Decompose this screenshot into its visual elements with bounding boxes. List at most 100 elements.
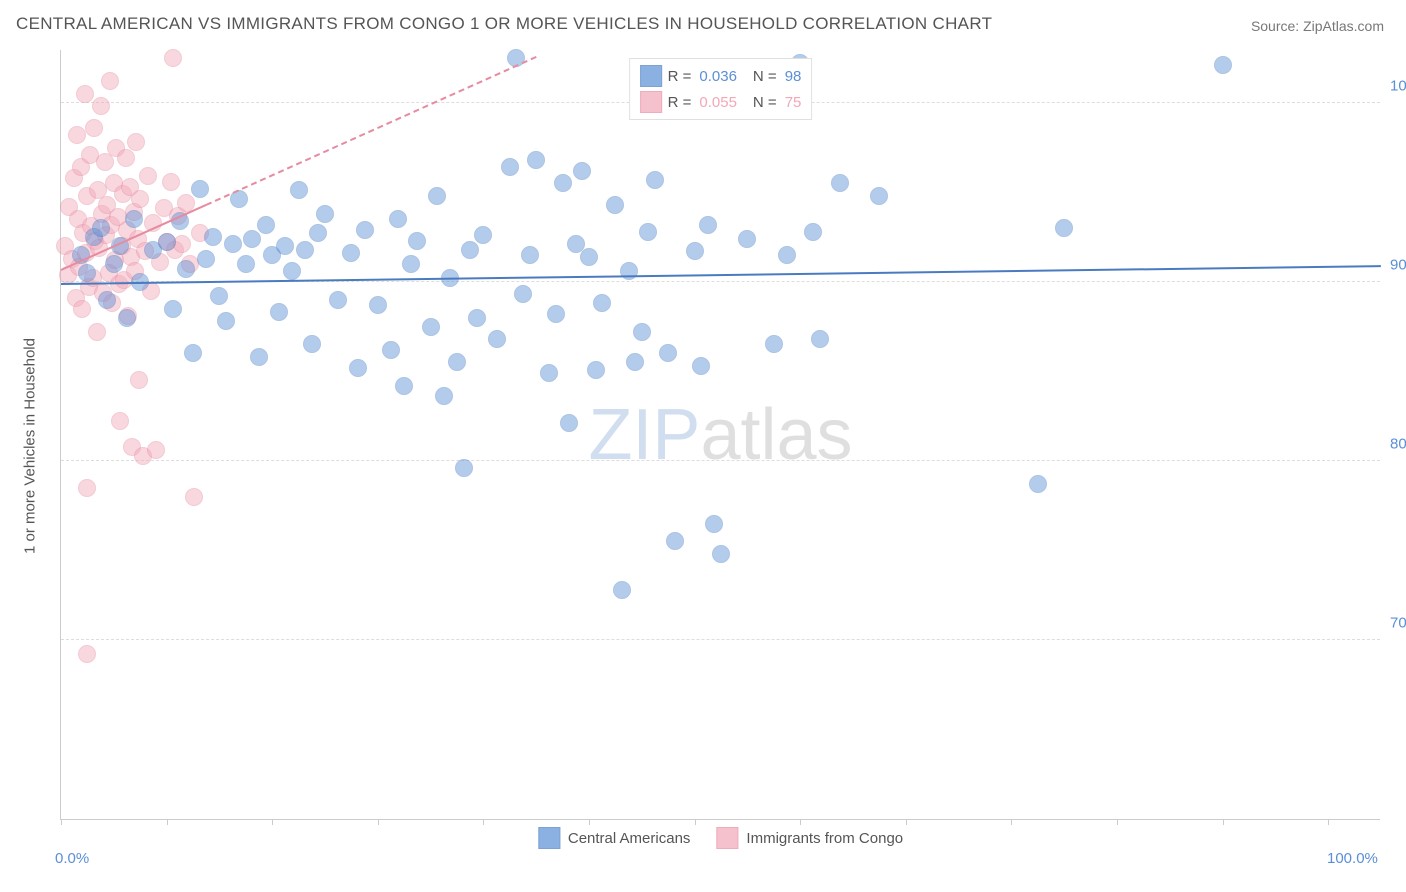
data-point bbox=[125, 210, 143, 228]
data-point bbox=[290, 181, 308, 199]
data-point bbox=[250, 348, 268, 366]
data-point bbox=[705, 515, 723, 533]
stat-r-value-1: 0.055 bbox=[699, 94, 737, 111]
xtick bbox=[272, 819, 273, 825]
data-point bbox=[309, 224, 327, 242]
gridline bbox=[61, 639, 1380, 640]
series-legend: Central Americans Immigrants from Congo bbox=[538, 827, 903, 849]
data-point bbox=[488, 330, 506, 348]
data-point bbox=[369, 296, 387, 314]
stats-row-0: R = 0.036 N = 98 bbox=[640, 63, 802, 89]
data-point bbox=[527, 151, 545, 169]
data-point bbox=[105, 255, 123, 273]
data-point bbox=[474, 226, 492, 244]
xtick bbox=[483, 819, 484, 825]
scatter-plot-area: ZIPatlas R = 0.036 N = 98 R = 0.055 N = … bbox=[60, 50, 1380, 820]
data-point bbox=[765, 335, 783, 353]
y-axis-title: 1 or more Vehicles in Household bbox=[22, 338, 39, 554]
data-point bbox=[224, 235, 242, 253]
legend-label-0: Central Americans bbox=[568, 830, 691, 847]
data-point bbox=[78, 645, 96, 663]
data-point bbox=[210, 287, 228, 305]
data-point bbox=[88, 323, 106, 341]
data-point bbox=[276, 237, 294, 255]
stat-r-label: R = bbox=[668, 94, 692, 111]
data-point bbox=[521, 246, 539, 264]
stat-n-label: N = bbox=[753, 94, 777, 111]
data-point bbox=[98, 291, 116, 309]
data-point bbox=[270, 303, 288, 321]
data-point bbox=[78, 479, 96, 497]
data-point bbox=[461, 241, 479, 259]
data-point bbox=[92, 97, 110, 115]
xtick bbox=[1011, 819, 1012, 825]
data-point bbox=[804, 223, 822, 241]
trend-line bbox=[61, 265, 1381, 285]
data-point bbox=[468, 309, 486, 327]
data-point bbox=[778, 246, 796, 264]
data-point bbox=[448, 353, 466, 371]
data-point bbox=[162, 173, 180, 191]
data-point bbox=[303, 335, 321, 353]
data-point bbox=[96, 153, 114, 171]
data-point bbox=[111, 412, 129, 430]
xaxis-label: 100.0% bbox=[1327, 850, 1378, 867]
ytick-label: 80.0% bbox=[1390, 435, 1406, 452]
data-point bbox=[501, 158, 519, 176]
data-point bbox=[560, 414, 578, 432]
ytick-label: 100.0% bbox=[1390, 77, 1406, 94]
legend-item-0: Central Americans bbox=[538, 827, 691, 849]
data-point bbox=[191, 180, 209, 198]
data-point bbox=[68, 126, 86, 144]
data-point bbox=[1214, 56, 1232, 74]
data-point bbox=[73, 300, 91, 318]
data-point bbox=[593, 294, 611, 312]
data-point bbox=[554, 174, 572, 192]
data-point bbox=[283, 262, 301, 280]
data-point bbox=[540, 364, 558, 382]
data-point bbox=[686, 242, 704, 260]
data-point bbox=[587, 361, 605, 379]
legend-swatch-0 bbox=[640, 65, 662, 87]
data-point bbox=[296, 241, 314, 259]
data-point bbox=[712, 545, 730, 563]
xtick bbox=[1223, 819, 1224, 825]
data-point bbox=[646, 171, 664, 189]
data-point bbox=[811, 330, 829, 348]
data-point bbox=[85, 119, 103, 137]
data-point bbox=[257, 216, 275, 234]
data-point bbox=[1055, 219, 1073, 237]
data-point bbox=[139, 167, 157, 185]
data-point bbox=[514, 285, 532, 303]
legend-swatch bbox=[538, 827, 560, 849]
data-point bbox=[204, 228, 222, 246]
xtick bbox=[695, 819, 696, 825]
ytick-label: 90.0% bbox=[1390, 256, 1406, 273]
data-point bbox=[92, 219, 110, 237]
stat-r-label: R = bbox=[668, 68, 692, 85]
data-point bbox=[699, 216, 717, 234]
data-point bbox=[349, 359, 367, 377]
legend-item-1: Immigrants from Congo bbox=[716, 827, 903, 849]
data-point bbox=[1029, 475, 1047, 493]
data-point bbox=[692, 357, 710, 375]
data-point bbox=[389, 210, 407, 228]
data-point bbox=[547, 305, 565, 323]
stat-n-label: N = bbox=[753, 68, 777, 85]
stats-legend: R = 0.036 N = 98 R = 0.055 N = 75 bbox=[629, 58, 813, 120]
data-point bbox=[382, 341, 400, 359]
stat-n-value-0: 98 bbox=[785, 68, 802, 85]
data-point bbox=[408, 232, 426, 250]
data-point bbox=[666, 532, 684, 550]
xtick bbox=[589, 819, 590, 825]
watermark: ZIPatlas bbox=[588, 394, 852, 476]
data-point bbox=[639, 223, 657, 241]
data-point bbox=[606, 196, 624, 214]
legend-swatch-1 bbox=[640, 91, 662, 113]
data-point bbox=[237, 255, 255, 273]
data-point bbox=[173, 235, 191, 253]
stat-n-value-1: 75 bbox=[785, 94, 802, 111]
xtick bbox=[1117, 819, 1118, 825]
data-point bbox=[184, 344, 202, 362]
data-point bbox=[217, 312, 235, 330]
